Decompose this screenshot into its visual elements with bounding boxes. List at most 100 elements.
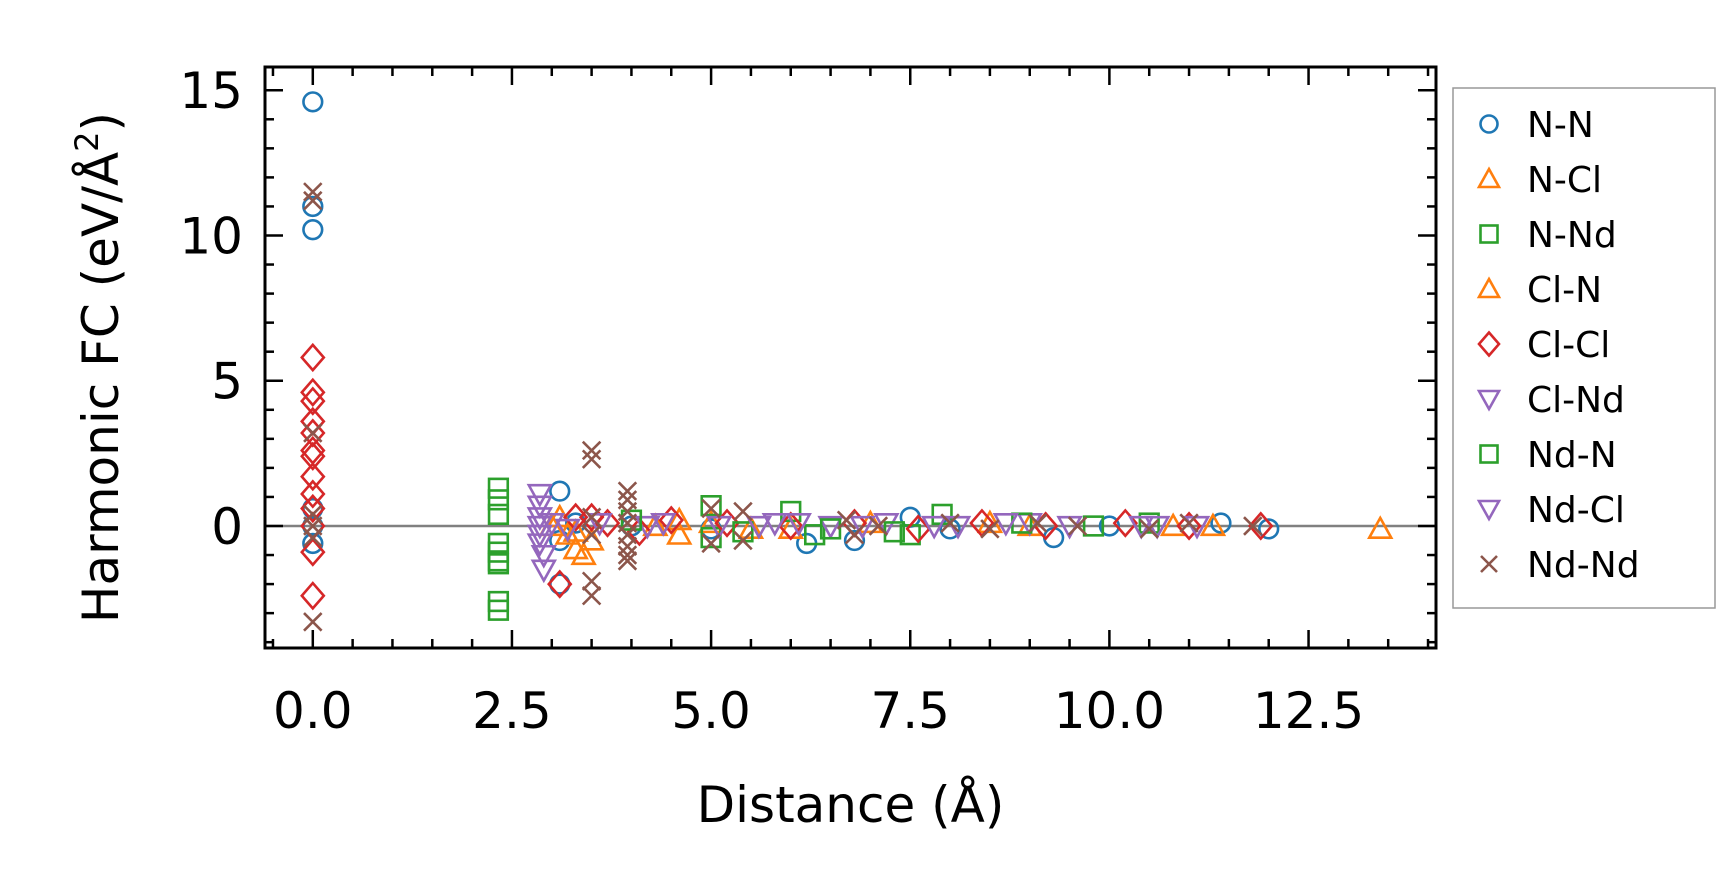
- data-point: [905, 514, 931, 544]
- data-point: [302, 91, 324, 113]
- data-point: [992, 512, 1020, 537]
- data-point: [300, 418, 326, 448]
- legend-marker: [1480, 555, 1498, 573]
- data-point: [487, 503, 510, 526]
- data-point: [733, 501, 753, 522]
- data-point: [487, 477, 510, 499]
- series-n-nd: [487, 477, 1160, 621]
- data-point: [303, 612, 323, 632]
- data-point: [1176, 511, 1202, 541]
- data-point: [1367, 515, 1394, 539]
- data-point: [785, 512, 812, 537]
- data-point: [554, 521, 581, 545]
- data-point: [817, 515, 844, 540]
- data-point: [300, 342, 326, 373]
- x-tick-label: 2.5: [472, 682, 552, 740]
- data-point: [700, 495, 722, 517]
- data-point: [819, 518, 842, 540]
- data-point: [617, 551, 638, 571]
- data-point: [487, 599, 510, 621]
- data-point: [1067, 516, 1088, 536]
- x-tick-label: 0.0: [273, 682, 353, 740]
- legend-item: Cl-Cl: [1477, 325, 1610, 366]
- x-tick-label: 12.5: [1253, 682, 1364, 740]
- data-point: [617, 536, 638, 557]
- data-point: [939, 518, 961, 540]
- legend-label: Cl-Nd: [1527, 380, 1625, 421]
- x-tick-label: 10.0: [1054, 682, 1165, 740]
- data-point: [1243, 516, 1263, 536]
- legend-label: Nd-Nd: [1527, 545, 1640, 586]
- plot-frame: [263, 65, 1438, 650]
- x-axis-label: Distance (Å): [697, 776, 1005, 834]
- data-point: [844, 524, 865, 545]
- legend-item: Nd-N: [1479, 435, 1617, 476]
- data-point: [1139, 519, 1159, 539]
- y-tick-label: 15: [179, 62, 243, 120]
- data-point: [980, 519, 1000, 539]
- axis-ticks: [265, 67, 1436, 648]
- data-point: [1258, 518, 1280, 540]
- data-point: [658, 505, 684, 535]
- y-axis-label-main: Harmonic FC (eV/Å: [72, 152, 130, 623]
- data-point: [617, 481, 638, 501]
- data-point: [1179, 513, 1199, 533]
- series-nd-nd: [303, 182, 1263, 632]
- data-point: [526, 495, 554, 520]
- data-point: [554, 518, 581, 543]
- data-point: [530, 544, 558, 569]
- data-point: [868, 516, 889, 536]
- data-point: [300, 461, 326, 492]
- legend-label: N-N: [1527, 105, 1594, 146]
- data-point: [487, 553, 510, 575]
- data-point: [530, 559, 558, 584]
- series-nd-cl: [538, 512, 1171, 543]
- data-point: [581, 524, 602, 545]
- legend-marker: [1476, 389, 1502, 412]
- data-point: [300, 537, 326, 567]
- data-point: [849, 515, 876, 540]
- data-point: [300, 479, 326, 509]
- plot-area: [263, 65, 1438, 650]
- y-tick-label: 0: [211, 498, 243, 556]
- data-point: [302, 532, 324, 555]
- data-point: [1082, 515, 1105, 537]
- data-point: [733, 530, 753, 551]
- data-point: [836, 510, 857, 530]
- data-point: [700, 526, 722, 549]
- y-tick-label: 5: [211, 353, 243, 411]
- data-point: [300, 441, 326, 471]
- legend-marker: [1476, 499, 1502, 522]
- legend-label: Nd-Cl: [1527, 490, 1625, 531]
- legend-label: Cl-Cl: [1527, 325, 1610, 366]
- data-point: [549, 480, 571, 502]
- data-point: [303, 182, 323, 202]
- data-point: [761, 512, 789, 537]
- data-point: [300, 581, 326, 611]
- data-point: [1248, 511, 1274, 541]
- legend-marker: [1477, 330, 1501, 358]
- series-cl-cl: [300, 342, 1274, 611]
- data-point: [300, 386, 326, 416]
- legend-item: Cl-Nd: [1476, 380, 1625, 421]
- data-point: [1027, 513, 1048, 533]
- legend-item: N-Nd: [1479, 215, 1617, 256]
- legend-item: Nd-Cl: [1476, 490, 1625, 531]
- data-point: [1098, 515, 1121, 537]
- data-point: [701, 498, 721, 519]
- legend-marker: [1479, 224, 1499, 244]
- data-point: [617, 545, 638, 565]
- x-tick-label: 5.0: [671, 682, 751, 740]
- data-point: [487, 489, 510, 511]
- legend-item: Nd-Nd: [1480, 545, 1640, 586]
- data-point: [745, 515, 773, 540]
- data-point: [594, 508, 621, 538]
- data-point: [581, 440, 602, 461]
- x-tick-labels: 0.0 2.5 5.0 7.5 10.0 12.5: [273, 682, 1364, 740]
- data-point: [581, 571, 602, 591]
- data-point: [737, 515, 765, 539]
- legend-label: N-Nd: [1527, 215, 1617, 256]
- data-point: [300, 377, 326, 407]
- legend-marker: [1476, 166, 1502, 189]
